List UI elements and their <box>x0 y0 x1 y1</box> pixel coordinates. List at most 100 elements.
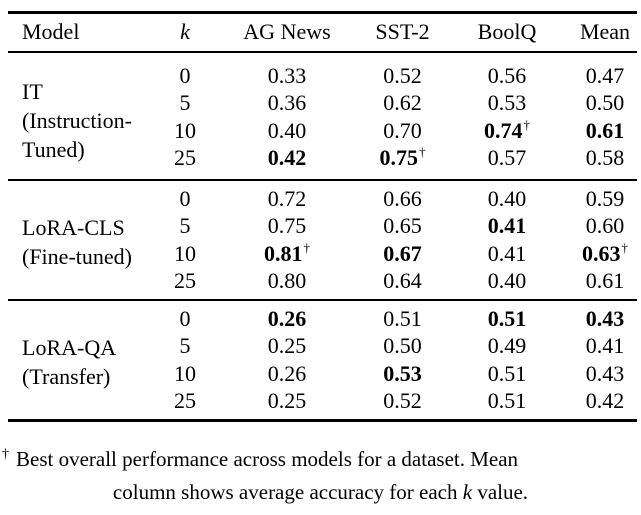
score-value: 0.40 <box>487 267 527 293</box>
score-value: 0.50 <box>585 89 625 115</box>
score-cell: 0.43 <box>573 300 637 332</box>
score-value: 0.51 <box>487 387 527 413</box>
score-value: 0.53 <box>487 89 527 115</box>
col-header-k: k <box>180 19 190 45</box>
score-value: 0.65 <box>383 212 422 238</box>
score-cell: 0.51 <box>441 360 573 388</box>
footnote-line-1: † Best overall performance across models … <box>2 443 639 476</box>
score-cell: 0.40 <box>210 117 364 145</box>
score-value: 0.62 <box>383 89 422 115</box>
score-cell: 0.75† <box>364 145 441 180</box>
footnote-text-2a: column shows average accuracy for each <box>112 480 463 504</box>
score-value: 0.26 <box>267 360 307 386</box>
k-value: 25 <box>174 387 196 413</box>
score-value: 0.67 <box>383 240 422 266</box>
score-value: 0.49 <box>487 332 527 358</box>
results-table-container: Model k AG News SST-2 BoolQ Mean IT (Inst… <box>8 11 637 422</box>
model-label: LoRA-CLS (Fine-tuned) <box>22 215 132 269</box>
score-cell: 0.63† <box>573 240 637 268</box>
score-cell: 0.70 <box>364 117 441 145</box>
score-value: 0.52 <box>383 387 422 413</box>
col-header-model: Model <box>22 19 80 45</box>
score-value: 0.52 <box>383 62 422 88</box>
score-value: 0.50 <box>383 332 422 358</box>
table-row: 5 0.36 0.62 0.53 0.50 <box>8 89 637 117</box>
score-cell: 0.61 <box>573 117 637 145</box>
k-value: 10 <box>174 117 196 143</box>
score-cell: 0.58 <box>573 145 637 180</box>
score-value: 0.64 <box>383 267 422 293</box>
score-cell: 0.33 <box>210 52 364 89</box>
score-cell: 0.50 <box>573 89 637 117</box>
k-value: 0 <box>179 305 191 331</box>
score-cell: 0.56 <box>441 52 573 89</box>
model-group: IT (Instruction- Tuned) 0 0.33 0.52 0.56 0.47 5 0… <box>8 51 637 180</box>
score-cell: 0.67 <box>364 240 441 268</box>
score-value: 0.42 <box>267 144 307 170</box>
score-value: 0.43 <box>585 305 625 331</box>
score-value: 0.81 <box>264 240 303 266</box>
results-table: Model k AG News SST-2 BoolQ Mean IT (Inst… <box>8 11 637 422</box>
score-value: 0.40 <box>487 185 527 211</box>
score-cell: 0.42 <box>210 145 364 180</box>
dagger-marker: † <box>419 144 426 160</box>
score-cell: 0.53 <box>364 360 441 388</box>
score-value: 0.42 <box>585 387 625 413</box>
col-header-ag-news: AG News <box>243 19 331 45</box>
dagger-marker: † <box>523 117 531 133</box>
score-value: 0.66 <box>383 185 422 211</box>
table-header: Model k AG News SST-2 BoolQ Mean <box>8 13 637 52</box>
score-cell: 0.26 <box>210 360 364 388</box>
score-cell: 0.59 <box>573 180 637 212</box>
score-value: 0.75 <box>379 144 419 170</box>
score-value: 0.33 <box>267 62 307 88</box>
footnote-text-2b: value. <box>472 480 529 504</box>
score-cell: 0.52 <box>364 52 441 89</box>
score-cell: 0.25 <box>210 388 364 421</box>
score-value: 0.26 <box>267 305 307 331</box>
k-value: 0 <box>179 62 191 88</box>
footnote-text-1: Best overall performance across models f… <box>16 447 519 471</box>
score-cell: 0.81† <box>210 240 364 268</box>
score-value: 0.58 <box>585 144 625 170</box>
score-value: 0.43 <box>585 360 625 386</box>
score-cell: 0.26 <box>210 300 364 332</box>
score-cell: 0.75 <box>210 212 364 240</box>
score-cell: 0.61 <box>573 268 637 300</box>
score-cell: 0.62 <box>364 89 441 117</box>
score-cell: 0.49 <box>441 332 573 360</box>
score-cell: 0.51 <box>441 300 573 332</box>
k-value: 0 <box>179 185 191 211</box>
score-value: 0.25 <box>267 332 307 358</box>
score-value: 0.41 <box>487 212 527 238</box>
model-group: LoRA-CLS (Fine-tuned) 0 0.72 0.66 0.40 0.59 5 0.… <box>8 179 637 300</box>
score-cell: 0.66 <box>364 180 441 212</box>
score-cell: 0.51 <box>441 388 573 421</box>
score-value: 0.61 <box>585 117 625 143</box>
score-value: 0.70 <box>383 117 422 143</box>
k-value: 25 <box>174 267 196 293</box>
score-value: 0.80 <box>267 267 307 293</box>
footnote: † Best overall performance across models … <box>2 443 639 509</box>
dagger-marker: † <box>303 240 311 256</box>
score-cell: 0.25 <box>210 332 364 360</box>
score-value: 0.72 <box>267 185 307 211</box>
score-value: 0.63 <box>582 240 621 266</box>
score-value: 0.40 <box>267 117 307 143</box>
table-row: 10 0.40 0.70 0.74† 0.61 <box>8 117 637 145</box>
table-row: LoRA-CLS (Fine-tuned) 0 0.72 0.66 0.40 0.59 <box>8 180 637 270</box>
score-value: 0.53 <box>383 360 422 386</box>
score-cell: 0.65 <box>364 212 441 240</box>
score-cell: 0.57 <box>441 145 573 180</box>
score-value: 0.47 <box>585 62 625 88</box>
k-value: 10 <box>174 360 196 386</box>
table-row: 25 0.80 0.64 0.40 0.61 <box>8 268 637 300</box>
score-value: 0.74 <box>484 117 523 143</box>
score-value: 0.60 <box>585 212 625 238</box>
table-row: 5 0.25 0.50 0.49 0.41 <box>8 332 637 360</box>
footnote-k-symbol: k <box>462 480 473 504</box>
score-cell: 0.43 <box>573 360 637 388</box>
score-cell: 0.41 <box>441 240 573 268</box>
table-row: 25 0.42 0.75† 0.57 0.58 <box>8 145 637 180</box>
score-value: 0.51 <box>383 305 422 331</box>
